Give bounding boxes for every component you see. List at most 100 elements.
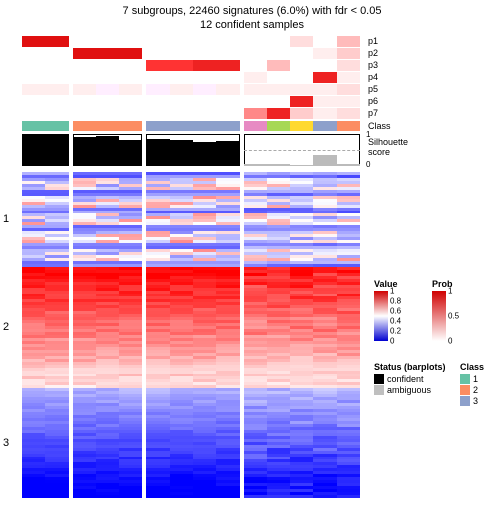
sil-bar xyxy=(337,164,360,166)
p-cell xyxy=(96,48,119,59)
p-cell xyxy=(244,36,267,47)
p-cell xyxy=(193,72,216,83)
p-cell xyxy=(337,108,360,119)
chart-titles: 7 subgroups, 22460 signatures (6.0%) wit… xyxy=(0,4,504,33)
heat-cell xyxy=(267,495,290,498)
p-cell xyxy=(170,84,193,95)
p-cell xyxy=(146,96,169,107)
p-cell xyxy=(313,48,336,59)
p-cell xyxy=(290,96,313,107)
p-cell xyxy=(337,36,360,47)
sil-bar xyxy=(22,135,45,166)
p-cell xyxy=(73,36,96,47)
p-cell xyxy=(290,60,313,71)
p-cell xyxy=(96,108,119,119)
legend-area: Value10.80.60.40.20 Prob10.50 Status (barp… xyxy=(372,34,502,502)
p-cell xyxy=(244,60,267,71)
p-cell xyxy=(193,36,216,47)
p-cell xyxy=(244,48,267,59)
p-cell xyxy=(22,72,45,83)
p-cell xyxy=(45,96,68,107)
class-cell xyxy=(337,121,360,131)
heat-cell xyxy=(170,495,193,498)
p-cell xyxy=(290,84,313,95)
p-cell xyxy=(96,84,119,95)
sil-bar xyxy=(170,140,193,166)
p-cell xyxy=(193,48,216,59)
legend-box: Class123 xyxy=(460,362,484,407)
p-cell xyxy=(96,36,119,47)
p-cell xyxy=(119,72,142,83)
p-cell xyxy=(313,36,336,47)
heat-cell xyxy=(22,495,45,498)
class-cell xyxy=(267,121,290,131)
p-cell xyxy=(73,48,96,59)
heat-cell xyxy=(290,495,313,498)
p-cell xyxy=(313,96,336,107)
sil-tick: 1 xyxy=(366,130,370,139)
p-cell xyxy=(170,108,193,119)
p-cell xyxy=(244,84,267,95)
p-cell xyxy=(119,36,142,47)
p-cell xyxy=(73,60,96,71)
p-cell xyxy=(96,72,119,83)
title-line2: 12 confident samples xyxy=(0,18,504,32)
p-cell xyxy=(96,96,119,107)
p-cell xyxy=(337,84,360,95)
heat-cell xyxy=(216,495,239,498)
sil-bar xyxy=(45,135,68,166)
p-cell xyxy=(146,36,169,47)
heat-cell xyxy=(45,495,68,498)
heat-cell xyxy=(119,495,142,498)
class-cell xyxy=(244,121,267,131)
p-cell xyxy=(45,36,68,47)
p-cell xyxy=(267,36,290,47)
p-cell xyxy=(267,48,290,59)
p-cell xyxy=(244,108,267,119)
heat-cell xyxy=(96,495,119,498)
legend-box: Value10.80.60.40.20 xyxy=(374,279,398,341)
sil-bar xyxy=(119,140,142,166)
p-cell xyxy=(216,84,239,95)
p-cell xyxy=(193,108,216,119)
p-cell xyxy=(313,84,336,95)
legend-box: Prob10.50 xyxy=(432,279,453,341)
p-cell xyxy=(216,48,239,59)
heat-cell xyxy=(337,495,360,498)
title-line1: 7 subgroups, 22460 signatures (6.0%) wit… xyxy=(0,4,504,18)
class-cell xyxy=(290,121,313,131)
p-cell xyxy=(216,36,239,47)
heat-section-label: 1 xyxy=(3,213,9,225)
p-cell xyxy=(22,108,45,119)
p-cell xyxy=(267,108,290,119)
p-cell xyxy=(119,96,142,107)
heat-cell xyxy=(193,495,216,498)
p-cell xyxy=(216,72,239,83)
p-cell xyxy=(119,48,142,59)
p-cell xyxy=(146,84,169,95)
sil-bar xyxy=(146,139,169,166)
p-cell xyxy=(337,72,360,83)
p-cell xyxy=(337,48,360,59)
p-cell xyxy=(22,84,45,95)
sil-midline xyxy=(244,150,360,151)
heat-section-label: 3 xyxy=(3,437,9,449)
legend-box: Status (barplots)confidentambiguous xyxy=(374,362,446,396)
p-cell xyxy=(193,84,216,95)
p-cell xyxy=(45,72,68,83)
p-cell xyxy=(146,108,169,119)
sil-tick: 0 xyxy=(366,160,370,169)
p-cell xyxy=(313,60,336,71)
class-cell xyxy=(313,121,336,131)
sil-bar xyxy=(244,164,267,166)
p-cell xyxy=(216,108,239,119)
p-cell xyxy=(146,48,169,59)
sil-bar xyxy=(267,164,290,166)
p-cell xyxy=(170,48,193,59)
p-cell xyxy=(290,72,313,83)
p-cell xyxy=(22,48,45,59)
p-cell xyxy=(170,96,193,107)
p-cell xyxy=(267,84,290,95)
p-cell xyxy=(45,108,68,119)
p-cell xyxy=(216,96,239,107)
